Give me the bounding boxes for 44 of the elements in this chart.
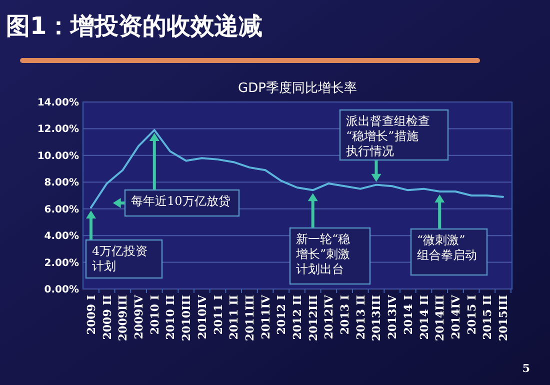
- xtick: 2013III: [370, 295, 384, 342]
- ytick: 0.00%: [44, 284, 79, 296]
- xtick: 2010 II: [164, 295, 178, 340]
- xtick: 2013 I: [338, 295, 352, 335]
- annotation: 新一轮“稳增长”刺激计划出台: [296, 232, 350, 276]
- xtick: 2014 I: [402, 295, 415, 335]
- ytick: 2.00%: [44, 258, 79, 269]
- xtick: 2012IV: [322, 295, 336, 340]
- xtick: 2012 II: [291, 295, 304, 340]
- ytick: 6.00%: [44, 204, 79, 216]
- annotation: 派出督查组检查“稳增长”措施执行情况: [346, 114, 430, 158]
- annotation: “微刺激”组合拳启动: [417, 233, 477, 262]
- ytick: 14.00%: [37, 98, 79, 108]
- xtick: 2015 II: [481, 295, 494, 340]
- xtick: 2011III: [243, 295, 256, 342]
- annotation: 5: [522, 362, 530, 375]
- xtick: 2010IV: [196, 295, 209, 340]
- subtitle: GDP季度同比增长率: [238, 81, 357, 96]
- ytick: 10.00%: [37, 150, 79, 162]
- xtick: 2011 II: [228, 295, 241, 340]
- line-series: [90, 129, 504, 209]
- xtick: 2012 I: [275, 295, 288, 335]
- xtick: 2013 II: [354, 295, 368, 340]
- ytick: 4.00%: [44, 231, 79, 242]
- xtick: 2013IV: [386, 295, 400, 340]
- xtick: 2014III: [434, 295, 447, 342]
- xtick: 2009III: [116, 295, 130, 342]
- xtick: 2014 II: [418, 295, 431, 340]
- xtick: 2009 II: [100, 295, 114, 340]
- title: 图1：增投资的收效递减: [6, 12, 263, 40]
- xtick: 2009 I: [85, 295, 98, 335]
- xtick: 2014IV: [449, 295, 462, 340]
- annotation: 4万亿投资计划: [92, 244, 148, 273]
- xtick: 2015 I: [465, 295, 478, 335]
- xtick: 2011IV: [259, 295, 272, 340]
- ytick: 12.00%: [37, 124, 79, 136]
- xtick: 2012III: [306, 295, 320, 342]
- xtick: 2010III: [180, 295, 194, 342]
- xtick: 2015III: [497, 295, 510, 342]
- annotation: 每年近10万亿放贷: [131, 194, 230, 208]
- ytick: 8.00%: [44, 178, 79, 189]
- xtick: 2011 I: [212, 295, 225, 335]
- xtick: 2010 I: [148, 295, 162, 335]
- xtick: 2009IV: [132, 295, 146, 340]
